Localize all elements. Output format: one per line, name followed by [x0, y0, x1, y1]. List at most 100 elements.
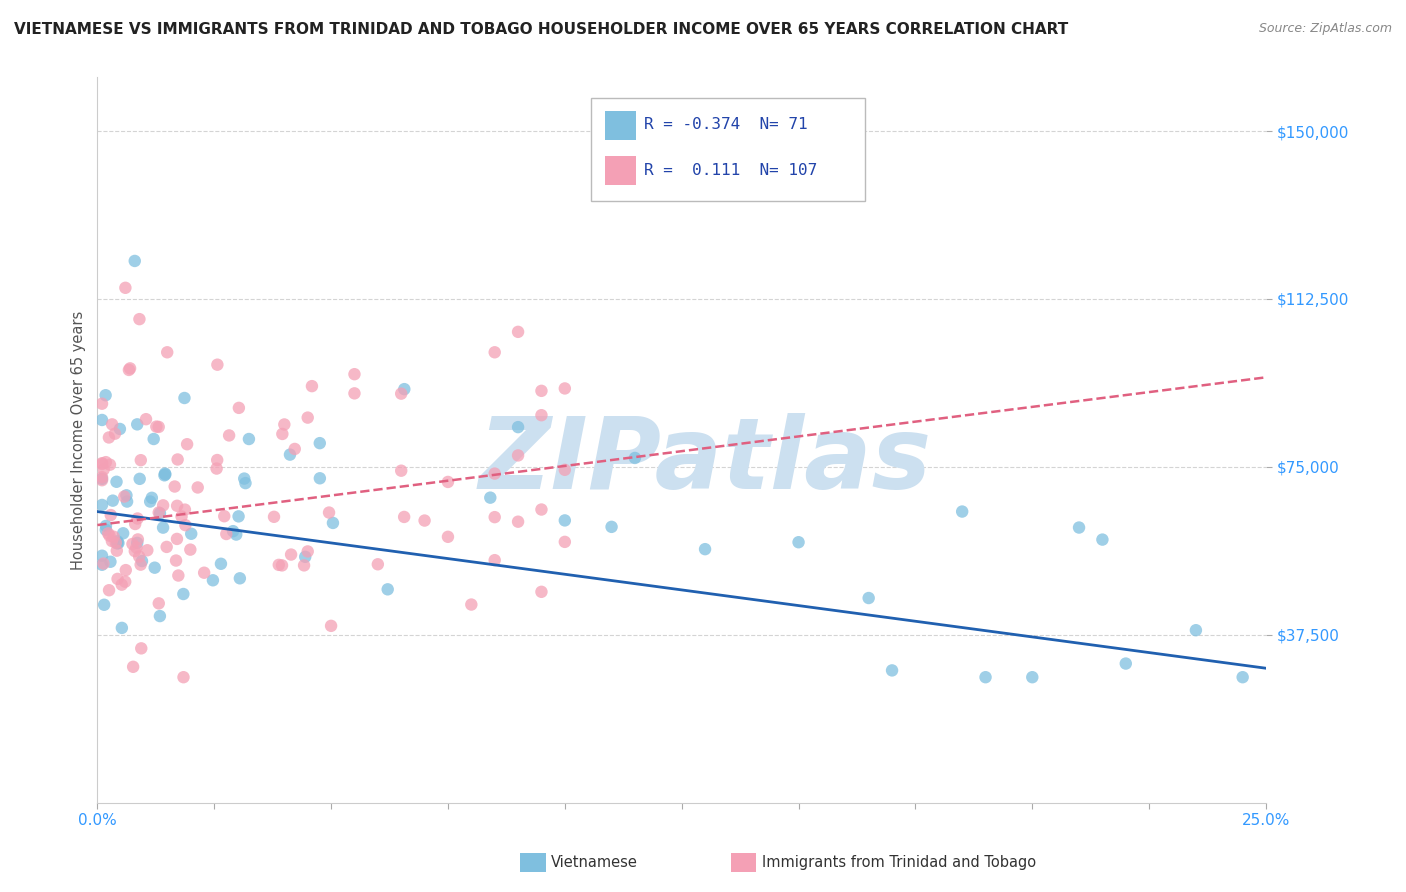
Point	[98, 529, 121, 543]
Point	[554, 513, 576, 527]
Point	[115, 494, 138, 508]
Point	[1115, 657, 1137, 671]
Point	[114, 574, 136, 589]
Point	[880, 664, 903, 678]
Point	[128, 312, 150, 326]
Point	[152, 521, 174, 535]
Point	[322, 516, 344, 530]
Point	[141, 491, 163, 505]
Point	[271, 426, 294, 441]
Point	[163, 479, 186, 493]
Text: VIETNAMESE VS IMMIGRANTS FROM TRINIDAD AND TOBAGO HOUSEHOLDER INCOME OVER 65 YEA: VIETNAMESE VS IMMIGRANTS FROM TRINIDAD A…	[14, 22, 1069, 37]
Point	[121, 537, 143, 551]
Point	[280, 548, 302, 562]
Point	[100, 508, 122, 522]
Point	[600, 520, 623, 534]
Point	[389, 464, 412, 478]
Point	[91, 549, 114, 563]
Point	[308, 436, 330, 450]
Point	[479, 491, 502, 505]
Point	[343, 367, 366, 381]
Point	[484, 345, 506, 359]
Point	[127, 533, 149, 547]
Point	[124, 516, 146, 531]
Point	[174, 518, 197, 533]
Point	[228, 401, 250, 415]
Point	[209, 557, 232, 571]
Point	[1185, 624, 1208, 638]
Point	[91, 413, 114, 427]
Point	[120, 361, 142, 376]
Point	[413, 514, 436, 528]
Point	[153, 467, 176, 481]
Text: R =  0.111  N= 107: R = 0.111 N= 107	[644, 163, 817, 178]
Point	[218, 428, 240, 442]
Point	[114, 281, 136, 295]
Point	[148, 420, 170, 434]
Point	[91, 472, 114, 486]
Point	[166, 532, 188, 546]
Y-axis label: Householder Income Over 65 years: Householder Income Over 65 years	[72, 310, 86, 570]
Point	[367, 558, 389, 572]
Point	[127, 536, 149, 550]
Point	[118, 363, 141, 377]
Point	[173, 391, 195, 405]
Point	[127, 511, 149, 525]
Point	[107, 536, 129, 550]
Point	[554, 381, 576, 395]
Point	[174, 502, 197, 516]
Point	[179, 542, 201, 557]
Point	[319, 619, 342, 633]
Point	[263, 509, 285, 524]
Point	[228, 509, 250, 524]
Point	[301, 379, 323, 393]
Point	[136, 543, 159, 558]
Point	[392, 510, 415, 524]
Point	[94, 455, 117, 469]
Point	[1091, 533, 1114, 547]
Point	[530, 384, 553, 398]
Point	[787, 535, 810, 549]
Point	[530, 584, 553, 599]
Point	[318, 506, 340, 520]
Point	[173, 670, 195, 684]
Point	[155, 467, 177, 482]
Point	[91, 473, 114, 487]
Point	[389, 386, 412, 401]
Point	[139, 494, 162, 508]
Point	[506, 449, 529, 463]
Point	[91, 457, 114, 471]
Point	[131, 554, 153, 568]
Point	[104, 426, 127, 441]
Text: Source: ZipAtlas.com: Source: ZipAtlas.com	[1258, 22, 1392, 36]
Point	[94, 388, 117, 402]
Point	[105, 536, 128, 550]
Point	[297, 410, 319, 425]
Point	[858, 591, 880, 605]
Point	[97, 526, 120, 541]
Point	[93, 598, 115, 612]
Point	[125, 541, 148, 555]
Point	[166, 452, 188, 467]
Point	[129, 641, 152, 656]
Point	[101, 534, 124, 549]
Point	[214, 509, 236, 524]
Point	[484, 553, 506, 567]
Point	[105, 475, 128, 489]
Point	[114, 563, 136, 577]
Point	[122, 660, 145, 674]
Point	[104, 535, 127, 549]
Point	[172, 587, 194, 601]
Point	[460, 598, 482, 612]
Point	[170, 509, 193, 524]
Point	[1232, 670, 1254, 684]
Point	[950, 504, 973, 518]
Point	[94, 523, 117, 537]
Point	[207, 358, 229, 372]
Point	[98, 458, 121, 472]
Point	[215, 527, 238, 541]
Point	[624, 450, 647, 465]
Point	[153, 468, 176, 483]
Point	[91, 456, 114, 470]
Point	[165, 553, 187, 567]
